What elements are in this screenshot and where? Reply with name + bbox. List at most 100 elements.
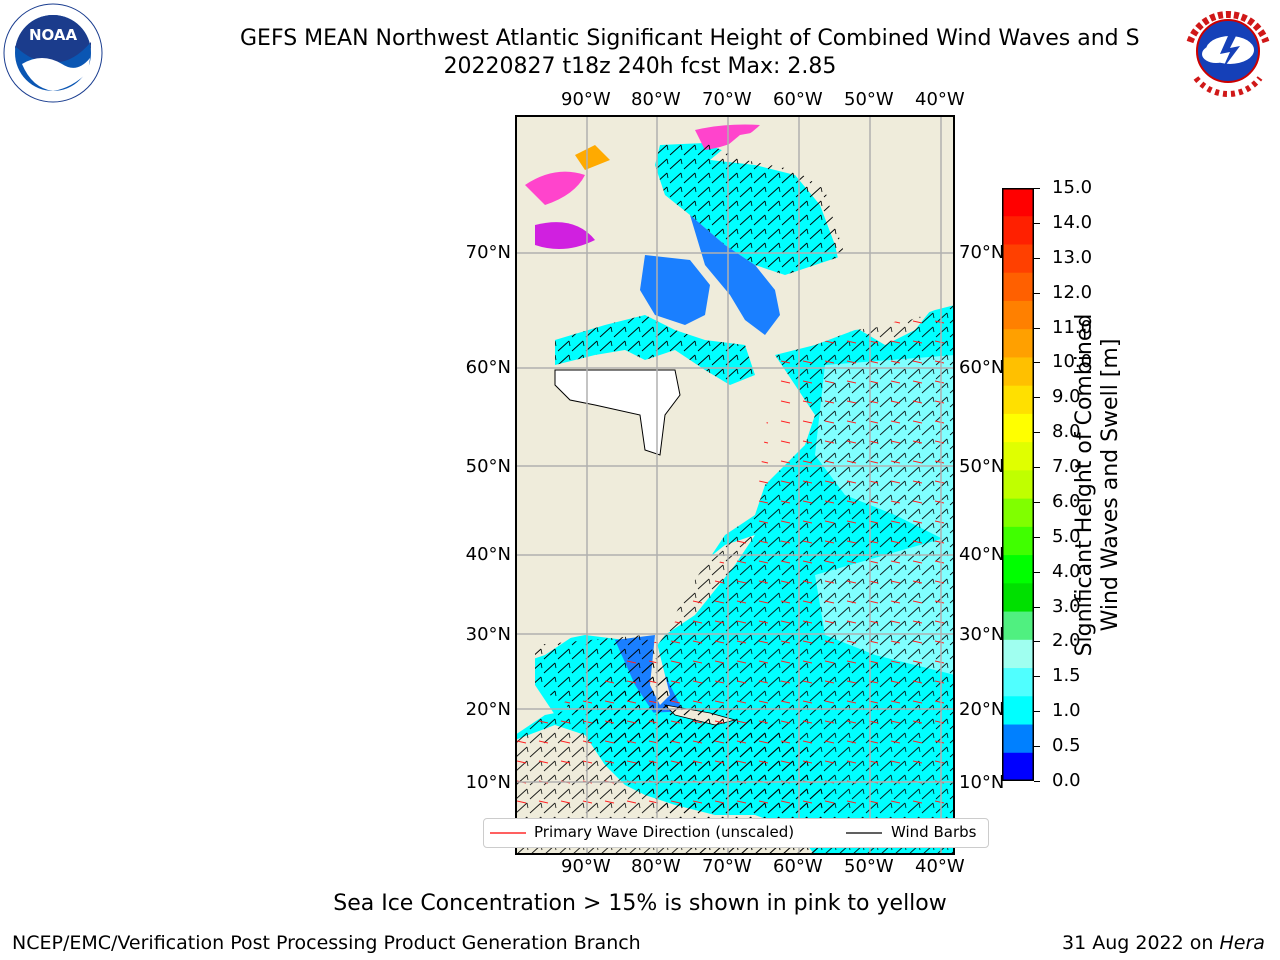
- colorbar-tick: 10.0: [1052, 351, 1093, 373]
- lat-label: 50°N: [465, 456, 511, 477]
- colorbar-segment: [1002, 244, 1034, 274]
- svg-text:NOAA: NOAA: [29, 26, 78, 44]
- colorbar-tick: 7.0: [1052, 456, 1081, 478]
- colorbar-tick-mark: [1034, 781, 1040, 782]
- sea-ice-note: Sea Ice Concentration > 15% is shown in …: [333, 891, 947, 916]
- colorbar-tick: 5.0: [1052, 525, 1081, 547]
- colorbar-segment: [1002, 668, 1034, 697]
- map-panel: [515, 115, 955, 855]
- lon-label: 40°W: [915, 89, 965, 110]
- lon-label: 40°W: [915, 856, 965, 877]
- colorbar-segment: [1002, 357, 1034, 387]
- colorbar-segment: [1002, 470, 1034, 500]
- noaa-logo: NOAA: [2, 2, 104, 104]
- footer-date-text: 31 Aug 2022 on: [1062, 932, 1220, 954]
- lon-label: 90°W: [561, 89, 611, 110]
- colorbar-tick-mark: [1034, 467, 1040, 469]
- colorbar-tick: 1.0: [1052, 700, 1081, 722]
- colorbar-tick-mark: [1034, 222, 1040, 224]
- lat-label: 70°N: [465, 242, 511, 263]
- colorbar-segment: [1002, 413, 1034, 443]
- colorbar-segment: [1002, 526, 1034, 556]
- lat-label: 10°N: [959, 772, 1005, 793]
- chart-subtitle: 20220827 t18z 240h fcst Max: 2.85: [443, 54, 837, 79]
- lat-label: 60°N: [959, 357, 1005, 378]
- lat-label: 20°N: [465, 699, 511, 720]
- colorbar-tick-mark: [1034, 641, 1040, 643]
- lon-label: 50°W: [844, 856, 894, 877]
- colorbar-tick: 4.0: [1052, 560, 1081, 582]
- chart-title: GEFS MEAN Northwest Atlantic Significant…: [240, 26, 1140, 51]
- colorbar-tick-mark: [1034, 432, 1040, 434]
- colorbar-tick-mark: [1034, 292, 1040, 294]
- colorbar-segment: [1002, 498, 1034, 528]
- legend: Primary Wave Direction (unscaled) Wind B…: [483, 818, 989, 848]
- colorbar-tick-mark: [1034, 397, 1040, 399]
- colorbar-tick-mark: [1034, 676, 1040, 678]
- colorbar-segment: [1002, 188, 1034, 217]
- lon-label: 90°W: [561, 856, 611, 877]
- lat-label: 30°N: [959, 624, 1005, 645]
- footer-date: 31 Aug 2022 on Hera: [1062, 932, 1265, 954]
- colorbar-segment: [1002, 272, 1034, 302]
- colorbar-label-line1: Significant Height of Combined: [1072, 313, 1097, 657]
- footer-branch: NCEP/EMC/Verification Post Processing Pr…: [12, 932, 641, 954]
- colorbar-tick-mark: [1034, 606, 1040, 608]
- colorbar: [1002, 188, 1034, 782]
- colorbar-tick-mark: [1034, 257, 1040, 259]
- colorbar-tick-mark: [1034, 327, 1040, 329]
- colorbar-segment: [1002, 639, 1034, 669]
- colorbar-segment: [1002, 611, 1034, 641]
- colorbar-tick: 0.5: [1052, 735, 1081, 757]
- legend-wind-barbs: Wind Barbs: [891, 823, 977, 841]
- footer-machine: Hera: [1219, 932, 1265, 954]
- nws-logo: [1178, 2, 1278, 100]
- lat-label: 10°N: [465, 772, 511, 793]
- colorbar-tick-mark: [1034, 711, 1040, 713]
- lat-label: 20°N: [959, 699, 1005, 720]
- colorbar-tick-mark: [1034, 571, 1040, 573]
- lon-label: 60°W: [773, 856, 823, 877]
- legend-primary-wave: Primary Wave Direction (unscaled): [534, 823, 795, 841]
- colorbar-tick-mark: [1034, 746, 1040, 748]
- colorbar-tick: 3.0: [1052, 595, 1081, 617]
- colorbar-tick: 6.0: [1052, 490, 1081, 512]
- colorbar-tick: 15.0: [1052, 177, 1093, 198]
- lat-label: 40°N: [465, 544, 511, 565]
- colorbar-tick-mark: [1034, 362, 1040, 364]
- colorbar-segment: [1002, 442, 1034, 471]
- lon-label: 80°W: [631, 856, 681, 877]
- lat-label: 50°N: [959, 456, 1005, 477]
- colorbar-segment: [1002, 724, 1034, 754]
- colorbar-segment: [1002, 752, 1034, 782]
- lon-label: 50°W: [844, 89, 894, 110]
- colorbar-segment: [1002, 583, 1034, 613]
- colorbar-tick: 1.5: [1052, 665, 1081, 687]
- lon-label: 70°W: [702, 89, 752, 110]
- colorbar-tick-mark: [1034, 536, 1040, 538]
- colorbar-tick: 2.0: [1052, 630, 1081, 652]
- colorbar-segment: [1002, 216, 1034, 245]
- colorbar-segment: [1002, 385, 1034, 415]
- lon-label: 70°W: [702, 856, 752, 877]
- colorbar-tick: 13.0: [1052, 246, 1093, 268]
- colorbar-tick-mark: [1034, 501, 1040, 503]
- lat-label: 40°N: [959, 544, 1005, 565]
- lat-label: 30°N: [465, 624, 511, 645]
- colorbar-segment: [1002, 329, 1034, 358]
- colorbar-label: Significant Height of Combined Wind Wave…: [1072, 305, 1132, 665]
- colorbar-tick: 8.0: [1052, 421, 1081, 443]
- lon-label: 60°W: [773, 89, 823, 110]
- colorbar-tick-mark: [1034, 188, 1040, 189]
- colorbar-tick: 12.0: [1052, 281, 1093, 303]
- colorbar-segment: [1002, 300, 1034, 330]
- lat-label: 60°N: [465, 357, 511, 378]
- lon-label: 80°W: [631, 89, 681, 110]
- colorbar-segment: [1002, 696, 1034, 726]
- colorbar-segment: [1002, 555, 1034, 584]
- colorbar-tick: 9.0: [1052, 386, 1081, 408]
- colorbar-tick: 0.0: [1052, 770, 1081, 791]
- colorbar-tick: 11.0: [1052, 316, 1093, 338]
- lat-label: 70°N: [959, 242, 1005, 263]
- colorbar-label-line2: Wind Waves and Swell [m]: [1098, 338, 1123, 632]
